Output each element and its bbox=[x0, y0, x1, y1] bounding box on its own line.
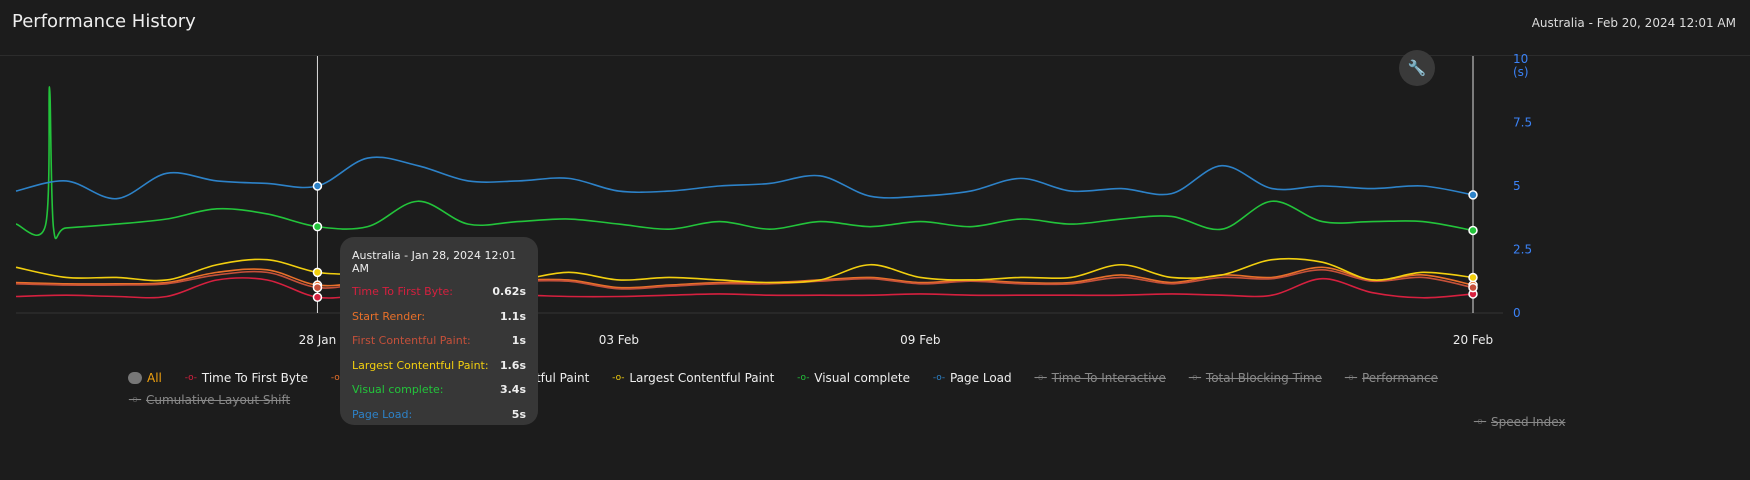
legend-item[interactable]: -o- Visual complete bbox=[796, 371, 910, 385]
series-line-largest-contentful-paint bbox=[15, 257, 1474, 284]
tooltip-value: 3.4s bbox=[499, 383, 526, 396]
y-axis-unit: (s) bbox=[1513, 65, 1529, 79]
legend-item[interactable]: -o- Time To Interactive bbox=[1034, 371, 1166, 385]
point-visual-complete bbox=[1468, 225, 1478, 236]
wrench-icon[interactable]: 🔧 bbox=[1399, 50, 1435, 86]
tooltip-row: Page Load: 5s bbox=[352, 408, 526, 433]
y-tick-label: 2.5 bbox=[1513, 243, 1532, 257]
tooltip-value: 1.1s bbox=[499, 309, 526, 323]
x-tick-label: 09 Feb bbox=[900, 333, 940, 347]
tooltip-value: 5s bbox=[511, 407, 526, 421]
legend-all-label: All bbox=[147, 371, 162, 385]
y-tick-label: 0 bbox=[1513, 306, 1521, 320]
legend-item[interactable]: -o- Time To First Byte bbox=[184, 371, 308, 385]
point-visual-complete bbox=[312, 221, 323, 232]
legend-label: Visual complete bbox=[814, 371, 910, 385]
tooltip-title: Australia - Jan 28, 2024 12:01 AM bbox=[352, 249, 517, 275]
x-tick-label: 03 Feb bbox=[599, 333, 639, 347]
tooltip-row: Start Render: 1.1s bbox=[352, 310, 526, 335]
point-largest-contentful-paint bbox=[312, 267, 323, 278]
tooltip-row: First Contentful Paint: 1s bbox=[352, 334, 526, 359]
location-timestamp: Australia - Feb 20, 2024 12:01 AM bbox=[1531, 16, 1736, 30]
legend-marker-icon: -o- bbox=[1344, 373, 1358, 383]
series-line-time-to-first-byte bbox=[15, 277, 1474, 299]
legend-label: Total Blocking Time bbox=[1205, 371, 1322, 385]
legend-label: Page Load bbox=[949, 371, 1012, 385]
legend-label: Largest Contentful Paint bbox=[629, 371, 775, 385]
tooltip-value: 1.6s bbox=[499, 358, 526, 372]
legend-item[interactable]: -o- Total Blocking Time bbox=[1188, 371, 1322, 385]
tooltip-row: Largest Contentful Paint: 1.6s bbox=[352, 359, 526, 384]
y-tick-label: 10 bbox=[1513, 52, 1528, 66]
series-line-visual-complete bbox=[15, 86, 1474, 240]
tooltip-label: First Contentful Paint: bbox=[352, 334, 471, 347]
page-title: Performance History bbox=[12, 11, 196, 32]
legend-marker-icon: -o- bbox=[1188, 373, 1202, 383]
tooltip-label: Time To First Byte: bbox=[352, 285, 453, 298]
series-line-first-contentful-paint bbox=[15, 269, 1474, 290]
point-first-contentful-paint bbox=[1468, 282, 1478, 293]
legend-label: Performance bbox=[1361, 371, 1439, 385]
legend-item[interactable]: -o- Performance bbox=[1344, 371, 1438, 385]
legend-label: Time To Interactive bbox=[1051, 371, 1166, 385]
legend-marker-icon: -o- bbox=[797, 373, 810, 383]
tooltip-label: Visual complete: bbox=[352, 383, 444, 396]
legend-marker-icon: -o- bbox=[1473, 417, 1487, 427]
point-page-load bbox=[312, 181, 323, 191]
legend-item[interactable]: -o- Cumulative Layout Shift bbox=[128, 393, 290, 407]
point-page-load bbox=[1468, 190, 1478, 200]
legend-item[interactable]: -o- Largest Contentful Paint bbox=[611, 371, 774, 385]
series-line-page-load bbox=[15, 156, 1474, 200]
tooltip-value: 0.62s bbox=[492, 285, 526, 298]
legend-label: Cumulative Layout Shift bbox=[146, 393, 291, 407]
series-line-start-render bbox=[15, 266, 1474, 289]
tooltip-row: Time To First Byte: 0.62s bbox=[352, 285, 526, 310]
point-time-to-first-byte bbox=[312, 292, 323, 303]
point-largest-contentful-paint bbox=[1468, 272, 1478, 283]
legend-item[interactable]: -o- Page Load bbox=[932, 371, 1012, 385]
tooltip-value: 1s bbox=[511, 334, 526, 347]
legend-label: Time To First Byte bbox=[201, 371, 309, 385]
x-tick-label: 28 Jan bbox=[299, 333, 337, 347]
tooltip-label: Start Render: bbox=[352, 309, 426, 323]
y-tick-label: 5 bbox=[1513, 179, 1521, 193]
tooltip: Australia - Jan 28, 2024 12:01 AM Time T… bbox=[340, 237, 538, 425]
x-tick-label: 20 Feb bbox=[1453, 333, 1493, 347]
toggle-icon bbox=[128, 372, 142, 384]
legend-item[interactable]: -o- Speed Index bbox=[1473, 415, 1566, 429]
tooltip-label: Page Load: bbox=[352, 407, 413, 421]
legend-marker-icon: -o- bbox=[330, 373, 344, 383]
legend-marker-icon: -o- bbox=[932, 373, 946, 383]
legend-marker-icon: -o- bbox=[1034, 373, 1047, 383]
legend-label: Speed Index bbox=[1491, 415, 1566, 429]
legend-marker-icon: -o- bbox=[612, 373, 625, 383]
tooltip-label: Largest Contentful Paint: bbox=[352, 358, 489, 372]
legend-all[interactable]: All bbox=[128, 371, 162, 385]
legend-marker-icon: -o- bbox=[184, 373, 198, 383]
y-tick-label: 7.5 bbox=[1513, 116, 1532, 130]
legend-marker-icon: -o- bbox=[128, 395, 142, 405]
point-first-contentful-paint bbox=[312, 282, 323, 293]
tooltip-row: Visual complete: 3.4s bbox=[352, 383, 526, 408]
divider bbox=[0, 55, 1750, 56]
